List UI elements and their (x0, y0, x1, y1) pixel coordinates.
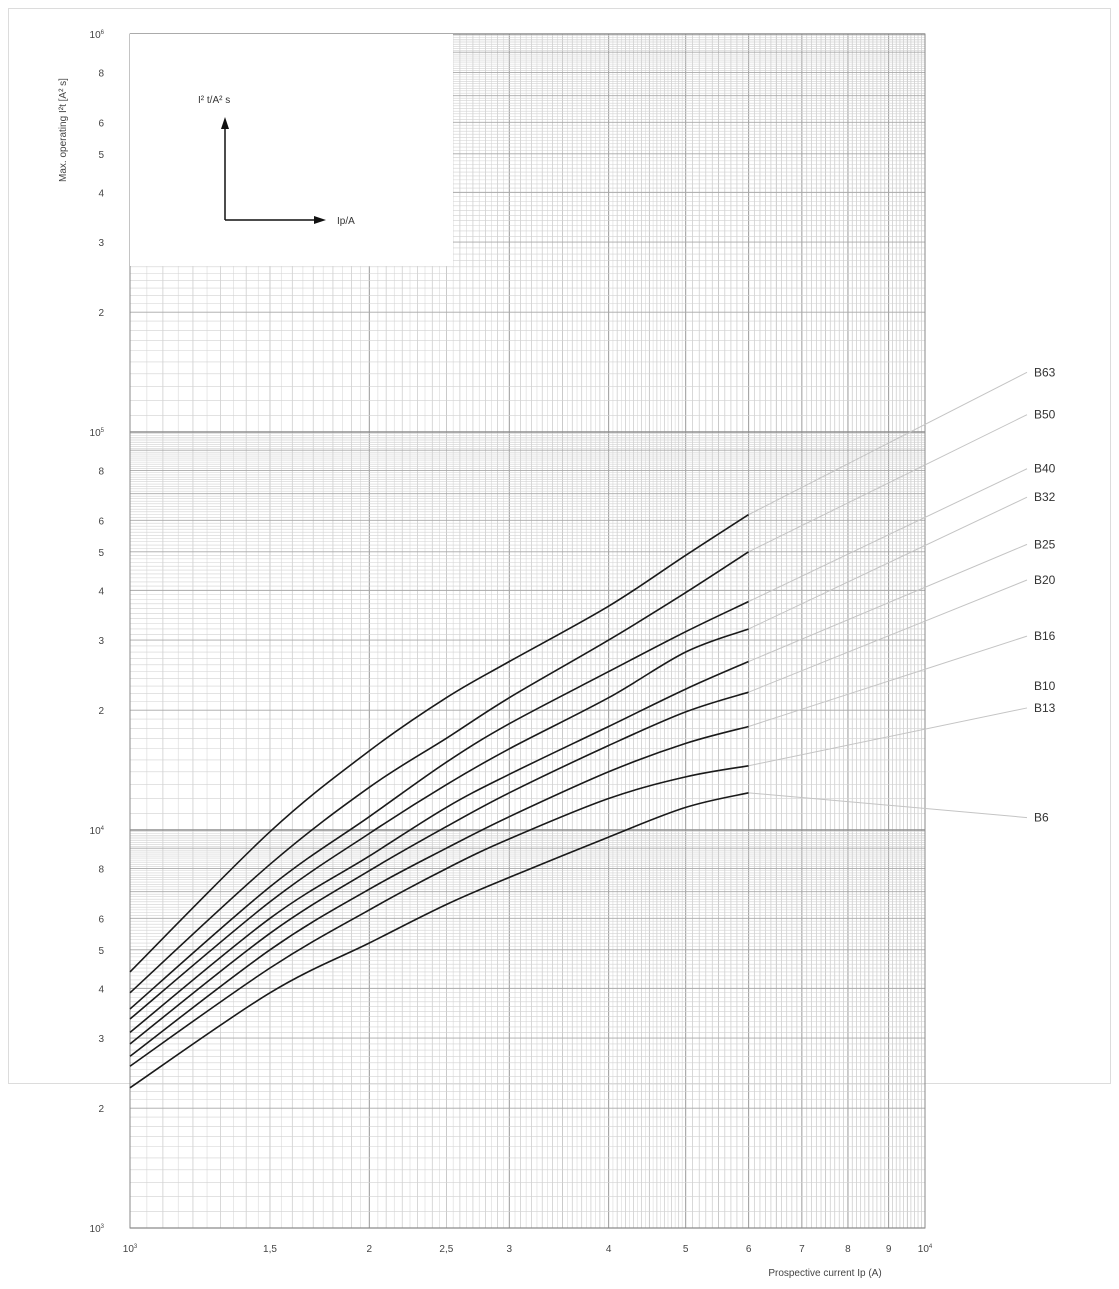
y-tick-label: 4 (98, 586, 104, 597)
series-line-b32 (129, 628, 749, 1020)
y-tick-label: 6 (98, 914, 104, 925)
x-tick-label: 7 (799, 1244, 805, 1255)
y-tick-label: 4 (98, 984, 104, 995)
series-label-b40: B40 (1034, 462, 1056, 476)
x-tick-label: 5 (683, 1244, 689, 1255)
label-leaders (748, 371, 1028, 819)
leader-line-b50 (748, 414, 1028, 553)
y-tick-label: 2 (98, 1104, 104, 1115)
leader-line-b32 (748, 496, 1028, 630)
y-axis-title: Max. operating I²t [A² s] (58, 78, 69, 182)
leader-line-b16 (748, 635, 1028, 727)
series-lines (129, 513, 750, 1089)
leader-line-b6 (748, 792, 1028, 819)
series-label-b32: B32 (1034, 490, 1056, 504)
series-label-b25: B25 (1034, 537, 1056, 551)
series-line-b63 (129, 513, 750, 973)
page-frame (8, 8, 1111, 1084)
tick-labels: 103 1,5 2 2,5 3 4 5 6 7 8 9 104 103 2 3 4 5 6 8 104 2 3 4 5 6 8 10… (90, 30, 933, 1255)
y-tick-label: 3 (98, 238, 104, 249)
series-line-b40 (129, 600, 749, 1010)
y-tick-label: 5 (98, 150, 104, 161)
x-tick-label: 103 (123, 1244, 138, 1255)
y-tick-label: 5 (98, 946, 104, 957)
y-tick-label: 2 (98, 308, 104, 319)
series-label-b63: B63 (1034, 365, 1056, 379)
y-tick-label: 4 (98, 188, 104, 199)
x-tick-label: 9 (886, 1244, 892, 1255)
inset-y-label: I² t/A² s (198, 95, 230, 106)
x-axis-title: Prospective current Ip (A) (768, 1268, 881, 1279)
y-tick-label: 8 (98, 467, 104, 478)
series-label-b16: B16 (1034, 629, 1056, 643)
series-label-b10: B10 (1034, 679, 1056, 693)
x-tick-label: 2,5 (439, 1244, 453, 1255)
series-label-b20: B20 (1034, 573, 1056, 587)
x-tick-label: 104 (918, 1244, 933, 1255)
series-line-b13 (129, 765, 749, 1067)
leader-line-b20 (748, 579, 1028, 693)
y-tick-label: 105 (90, 428, 105, 439)
leader-line-b63 (748, 371, 1028, 516)
plot-border (129, 33, 926, 1229)
series-line-b10 (129, 792, 749, 1089)
series-label-b6: B6 (1034, 811, 1049, 825)
leader-line-b40 (748, 468, 1028, 602)
leader-line-b13 (748, 707, 1028, 767)
inset-x-arrow-head (314, 216, 326, 224)
y-tick-label: 104 (90, 826, 105, 837)
y-tick-label: 5 (98, 548, 104, 559)
series-line-b20 (129, 691, 749, 1045)
series-label-b50: B50 (1034, 408, 1056, 422)
y-tick-label: 8 (98, 69, 104, 80)
inset-x-label: Ip/A (337, 216, 355, 227)
axes-legend-inset: I² t/A² s Ip/A (130, 34, 453, 266)
series-labels: B63 B50 B40 B32 B25 B20 B16 B13 B10 B6 (1034, 365, 1056, 824)
y-tick-label: 2 (98, 706, 104, 717)
y-tick-label: 8 (98, 865, 104, 876)
series-label-b13: B13 (1034, 701, 1056, 715)
y-tick-label: 6 (98, 118, 104, 129)
x-tick-label: 6 (746, 1244, 752, 1255)
y-tick-label: 103 (90, 1224, 105, 1235)
y-tick-label: 6 (98, 516, 104, 527)
x-tick-label: 8 (845, 1244, 851, 1255)
series-line-b16 (129, 725, 749, 1057)
inset-box (130, 34, 453, 266)
inset-y-arrow-head (221, 117, 229, 129)
series-line-b25 (129, 660, 749, 1034)
series-line-b50 (129, 551, 750, 994)
x-tick-label: 1,5 (263, 1244, 277, 1255)
leader-line-b25 (748, 543, 1028, 663)
y-tick-label: 106 (90, 30, 105, 41)
x-tick-label: 4 (606, 1244, 612, 1255)
x-tick-label: 2 (367, 1244, 373, 1255)
y-tick-label: 3 (98, 1034, 104, 1045)
y-tick-label: 3 (98, 636, 104, 647)
x-tick-label: 3 (507, 1244, 513, 1255)
